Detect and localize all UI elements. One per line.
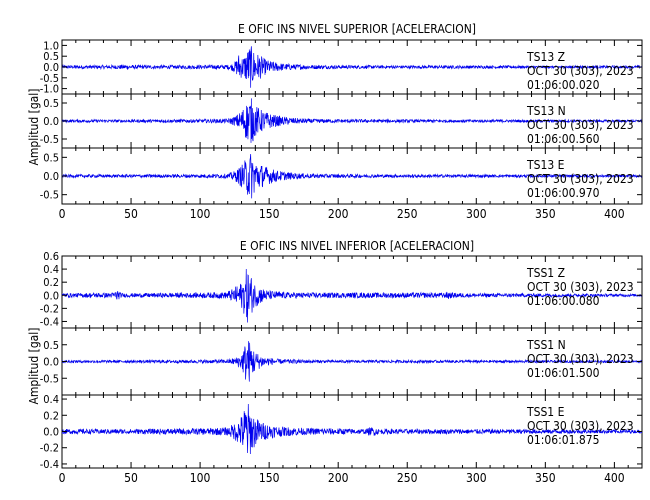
x-tick-label: 200 (328, 471, 349, 485)
record-date-label: OCT 30 (303), 2023 (527, 64, 634, 78)
x-tick-label: 350 (535, 471, 556, 485)
x-tick-label: 400 (604, 471, 625, 485)
record-time-label: 01:06:00.970 (527, 186, 600, 200)
y-tick-label: -0.2 (40, 302, 59, 315)
y-axis-label-superior: Amplitud [gal] (27, 88, 41, 165)
chart-title-inferior: E OFIC INS NIVEL INFERIOR [ACELERACION] (240, 239, 474, 253)
x-tick-label: 100 (190, 207, 211, 221)
station-component-label: TSS1 E (526, 405, 565, 419)
waveform-trace (62, 403, 642, 454)
x-tick-label: 300 (466, 207, 487, 221)
y-tick-label: -0.5 (40, 189, 59, 202)
y-tick-label: -1.0 (40, 83, 59, 96)
y-tick-label: 0.5 (43, 50, 59, 63)
y-tick-label: 0.0 (43, 115, 59, 128)
y-tick-label: 0.5 (43, 339, 59, 352)
record-date-label: OCT 30 (303), 2023 (527, 352, 634, 366)
x-tick-label: 300 (466, 471, 487, 485)
y-tick-label: -0.5 (40, 372, 59, 385)
y-tick-label: -0.5 (40, 72, 59, 85)
record-time-label: 01:06:00.080 (527, 294, 600, 308)
station-component-label: TSS1 Z (526, 266, 565, 280)
waveform-trace (62, 46, 642, 88)
station-component-label: TS13 Z (526, 50, 565, 64)
y-tick-label: 0.6 (43, 250, 59, 263)
x-tick-label: 150 (259, 207, 280, 221)
y-tick-label: 0.0 (43, 170, 59, 183)
x-tick-label: 150 (259, 471, 280, 485)
y-axis-label-inferior: Amplitud [gal] (27, 327, 41, 404)
y-tick-label: 0.0 (43, 426, 59, 439)
y-tick-label: 0.5 (43, 151, 59, 164)
x-tick-label: 0 (59, 207, 66, 221)
y-tick-label: 0.0 (43, 61, 59, 74)
waveform-trace (62, 98, 642, 143)
y-tick-label: -0.5 (40, 133, 59, 146)
record-time-label: 01:06:00.560 (527, 132, 600, 146)
x-tick-label: 50 (124, 207, 138, 221)
y-tick-label: -0.4 (40, 315, 59, 328)
y-tick-label: 0.5 (43, 97, 59, 110)
y-tick-label: 1.0 (43, 39, 59, 52)
y-tick-label: 0.4 (43, 263, 59, 276)
x-tick-label: 0 (59, 471, 66, 485)
station-component-label: TS13 E (526, 158, 565, 172)
y-tick-label: 0.0 (43, 289, 59, 302)
station-component-label: TS13 N (526, 104, 566, 118)
y-tick-label: 0.4 (43, 393, 59, 406)
station-component-label: TSS1 N (526, 338, 566, 352)
y-tick-label: 0.2 (43, 409, 59, 422)
x-tick-label: 200 (328, 207, 349, 221)
y-tick-label: 0.0 (43, 356, 59, 369)
record-time-label: 01:06:01.500 (527, 366, 600, 380)
record-time-label: 01:06:00.020 (527, 78, 600, 92)
x-tick-label: 350 (535, 207, 556, 221)
waveform-trace (62, 341, 642, 382)
x-tick-label: 250 (397, 207, 418, 221)
waveform-trace (62, 269, 642, 323)
waveform-trace (62, 153, 642, 199)
x-tick-label: 50 (124, 471, 138, 485)
x-tick-label: 100 (190, 471, 211, 485)
y-tick-label: 0.2 (43, 276, 59, 289)
record-date-label: OCT 30 (303), 2023 (527, 172, 634, 186)
y-tick-label: -0.4 (40, 458, 59, 471)
chart-title-superior: E OFIC INS NIVEL SUPERIOR [ACELERACION] (238, 22, 476, 36)
y-tick-label: -0.2 (40, 442, 59, 455)
record-time-label: 01:06:01.875 (527, 433, 600, 447)
x-tick-label: 400 (604, 207, 625, 221)
record-date-label: OCT 30 (303), 2023 (527, 280, 634, 294)
x-tick-label: 250 (397, 471, 418, 485)
record-date-label: OCT 30 (303), 2023 (527, 419, 634, 433)
record-date-label: OCT 30 (303), 2023 (527, 118, 634, 132)
